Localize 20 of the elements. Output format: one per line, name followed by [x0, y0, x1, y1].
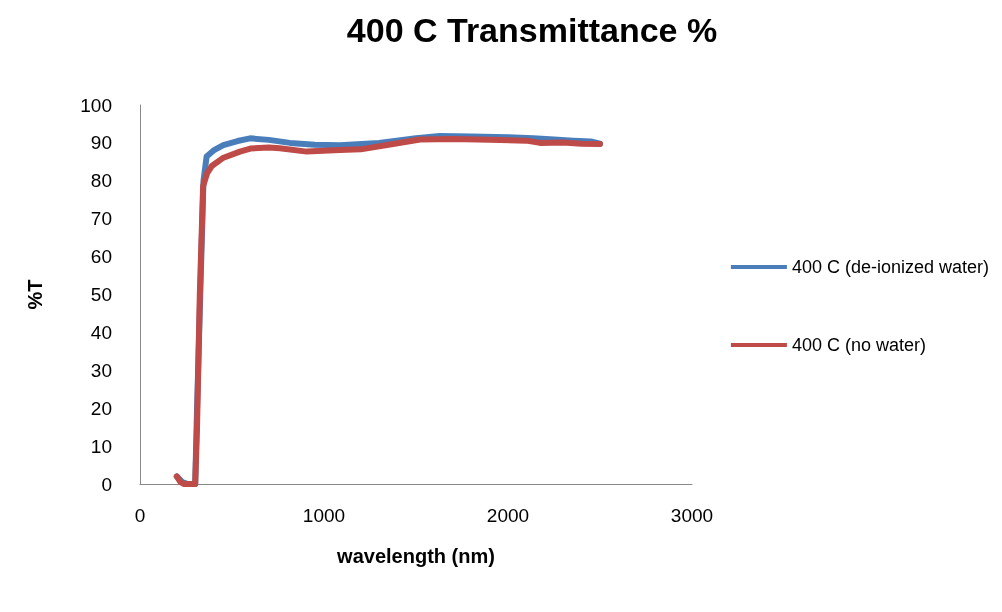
chart-title: 400 C Transmittance %	[346, 11, 718, 49]
x-tick-label: 1000	[302, 505, 346, 526]
x-tick-label: 3000	[670, 505, 714, 526]
y-tick-label: 10	[90, 435, 112, 457]
y-axis-title: %T	[24, 279, 46, 310]
legend-label: 400 C (no water)	[791, 335, 926, 355]
y-tick-label: 40	[90, 321, 112, 343]
y-tick-label: 20	[90, 397, 112, 419]
y-tick-label: 80	[90, 170, 112, 192]
y-tick-label: 30	[90, 359, 112, 381]
y-tick-label: 90	[90, 132, 112, 154]
y-tick-label: 60	[90, 246, 112, 268]
y-tick-label: 50	[90, 284, 112, 305]
x-tick-label: 0	[134, 505, 146, 526]
y-tick-label: 70	[90, 208, 112, 230]
x-axis-title: wavelength (nm)	[336, 545, 495, 567]
x-tick-label: 2000	[486, 505, 530, 526]
y-tick-label: 0	[101, 473, 112, 495]
y-tick-label: 100	[80, 94, 112, 116]
legend-label: 400 C (de-ionized water)	[791, 257, 990, 277]
